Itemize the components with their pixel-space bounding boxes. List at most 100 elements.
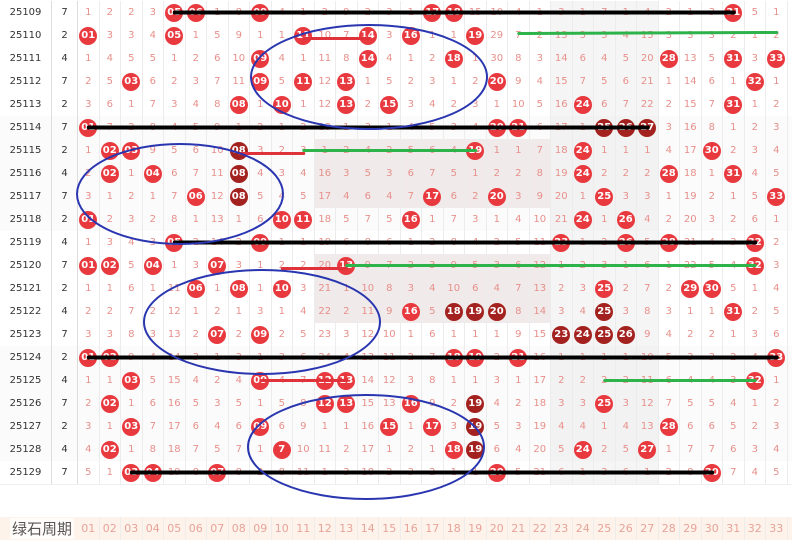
- number-cell: 6: [164, 162, 186, 185]
- number-cell: 5: [723, 415, 745, 438]
- hit-ball: 01: [79, 349, 98, 367]
- number-cell: 5: [659, 346, 680, 369]
- number-cell: 6: [443, 185, 465, 208]
- number-cell: 4: [78, 438, 100, 461]
- hit-ball: 10: [272, 211, 291, 229]
- number-cell: 1: [551, 346, 573, 369]
- number-cell: 10: [508, 93, 530, 116]
- number-cell: 14: [529, 300, 551, 323]
- number-cell: 7: [143, 415, 164, 438]
- number-cell: 15: [379, 93, 401, 116]
- number-cell: 8: [702, 116, 723, 139]
- number-cell: 6: [121, 277, 143, 300]
- number-cell: 2: [272, 323, 293, 346]
- number-cell: 1: [487, 93, 508, 116]
- number-cell: 24: [572, 438, 594, 461]
- number-cell: 2: [293, 254, 315, 277]
- number-cell: 1: [487, 208, 508, 231]
- number-cell: 10: [272, 93, 293, 116]
- number-cell: 6: [680, 415, 702, 438]
- number-cell: 3: [143, 323, 164, 346]
- number-cell: 8: [336, 47, 358, 70]
- number-cell: 20: [486, 300, 508, 323]
- number-cell: 18: [315, 208, 336, 231]
- number-cell: 5: [702, 392, 723, 415]
- draw-row: 25117 7 3 1 2 1 7 06 12 08 5 4 5 17 4 6 4 7 17 6 2 20 3 9 20 1 25 3…: [0, 185, 792, 209]
- number-cell: 5: [379, 70, 401, 93]
- footer-number: 12: [315, 517, 336, 540]
- number-cell: 1: [766, 70, 788, 93]
- number-cell: 1: [78, 369, 100, 392]
- hit-ball: 26: [616, 326, 635, 344]
- number-cell: 14: [207, 231, 229, 254]
- number-cell: 1: [250, 346, 272, 369]
- number-cell: 20: [551, 185, 573, 208]
- number-cell: 28: [659, 47, 680, 70]
- number-cell: 5: [121, 47, 143, 70]
- hit-ball: 09: [251, 418, 270, 436]
- number-cell: 2: [615, 162, 637, 185]
- number-cell: 1: [422, 24, 444, 47]
- number-cell: 1: [164, 47, 186, 70]
- number-cell: 2: [164, 70, 186, 93]
- number-cell: 3: [551, 1, 573, 24]
- number-cell: 4: [272, 185, 293, 208]
- number-cell: 25: [594, 116, 616, 139]
- draw-row: 25124 2 01 02 9 4 14 3 1 3 1 3 6 24 4 13 11 2 7 18 19 2 21 16 1 1…: [0, 346, 792, 370]
- number-cell: 1: [186, 24, 207, 47]
- hit-ball: 06: [186, 188, 205, 206]
- group-cell: 4: [52, 162, 78, 185]
- number-cell: 9: [121, 346, 143, 369]
- number-cell: 1: [594, 139, 616, 162]
- number-cell: 4: [594, 47, 616, 70]
- number-cell: 12: [315, 392, 336, 415]
- number-cell: 4: [766, 277, 788, 300]
- number-cell: 2: [250, 116, 272, 139]
- number-cell: 33: [766, 185, 788, 208]
- number-cell: 2: [465, 185, 487, 208]
- number-cell: 22: [680, 254, 702, 277]
- number-cell: 5: [272, 392, 293, 415]
- number-cell: 1: [401, 47, 422, 70]
- number-cell: 4: [422, 93, 444, 116]
- number-cell: 11: [293, 24, 315, 47]
- number-cell: 4: [272, 369, 293, 392]
- number-cell: 04: [143, 254, 164, 277]
- hit-ball: 08: [229, 96, 248, 114]
- number-cell: 5: [422, 300, 444, 323]
- number-cell: 17: [164, 415, 186, 438]
- period-cell: 25123: [0, 323, 52, 346]
- number-cell: 8: [529, 162, 551, 185]
- hit-ball: 25: [595, 303, 614, 321]
- group-cell: 2: [52, 277, 78, 300]
- number-cell: 1: [207, 346, 229, 369]
- group-cell: 2: [52, 346, 78, 369]
- hit-ball: 28: [659, 165, 678, 183]
- number-cell: 1: [465, 369, 487, 392]
- number-cell: 3: [444, 415, 465, 438]
- number-cell: 18: [530, 392, 551, 415]
- number-cell: 25: [594, 300, 616, 323]
- number-cell: 4: [486, 277, 508, 300]
- number-cell: 5: [164, 139, 186, 162]
- hit-ball: 09: [251, 4, 270, 22]
- number-cell: 1: [444, 70, 465, 93]
- number-cell: 8: [508, 47, 530, 70]
- number-cell: 5: [143, 369, 164, 392]
- number-footer: 01 02 03 04 05 06 07 08 09 10 11 12 13 14 15 16 17 18 19 20…: [0, 517, 792, 540]
- number-cell: 3: [723, 369, 745, 392]
- number-cell: 5: [702, 47, 723, 70]
- number-cell: 1: [508, 369, 530, 392]
- number-cell: 01: [78, 208, 100, 231]
- number-cell: 5: [508, 231, 530, 254]
- number-cell: 3: [551, 300, 573, 323]
- hit-ball: 16: [401, 303, 420, 321]
- number-cell: 12: [637, 392, 659, 415]
- number-cell: 05: [164, 1, 186, 24]
- hit-ball: 02: [100, 395, 119, 413]
- number-cell: 3: [78, 415, 100, 438]
- number-cell: 2: [723, 208, 745, 231]
- number-cell: 13: [379, 392, 401, 415]
- number-cell: 5: [766, 162, 788, 185]
